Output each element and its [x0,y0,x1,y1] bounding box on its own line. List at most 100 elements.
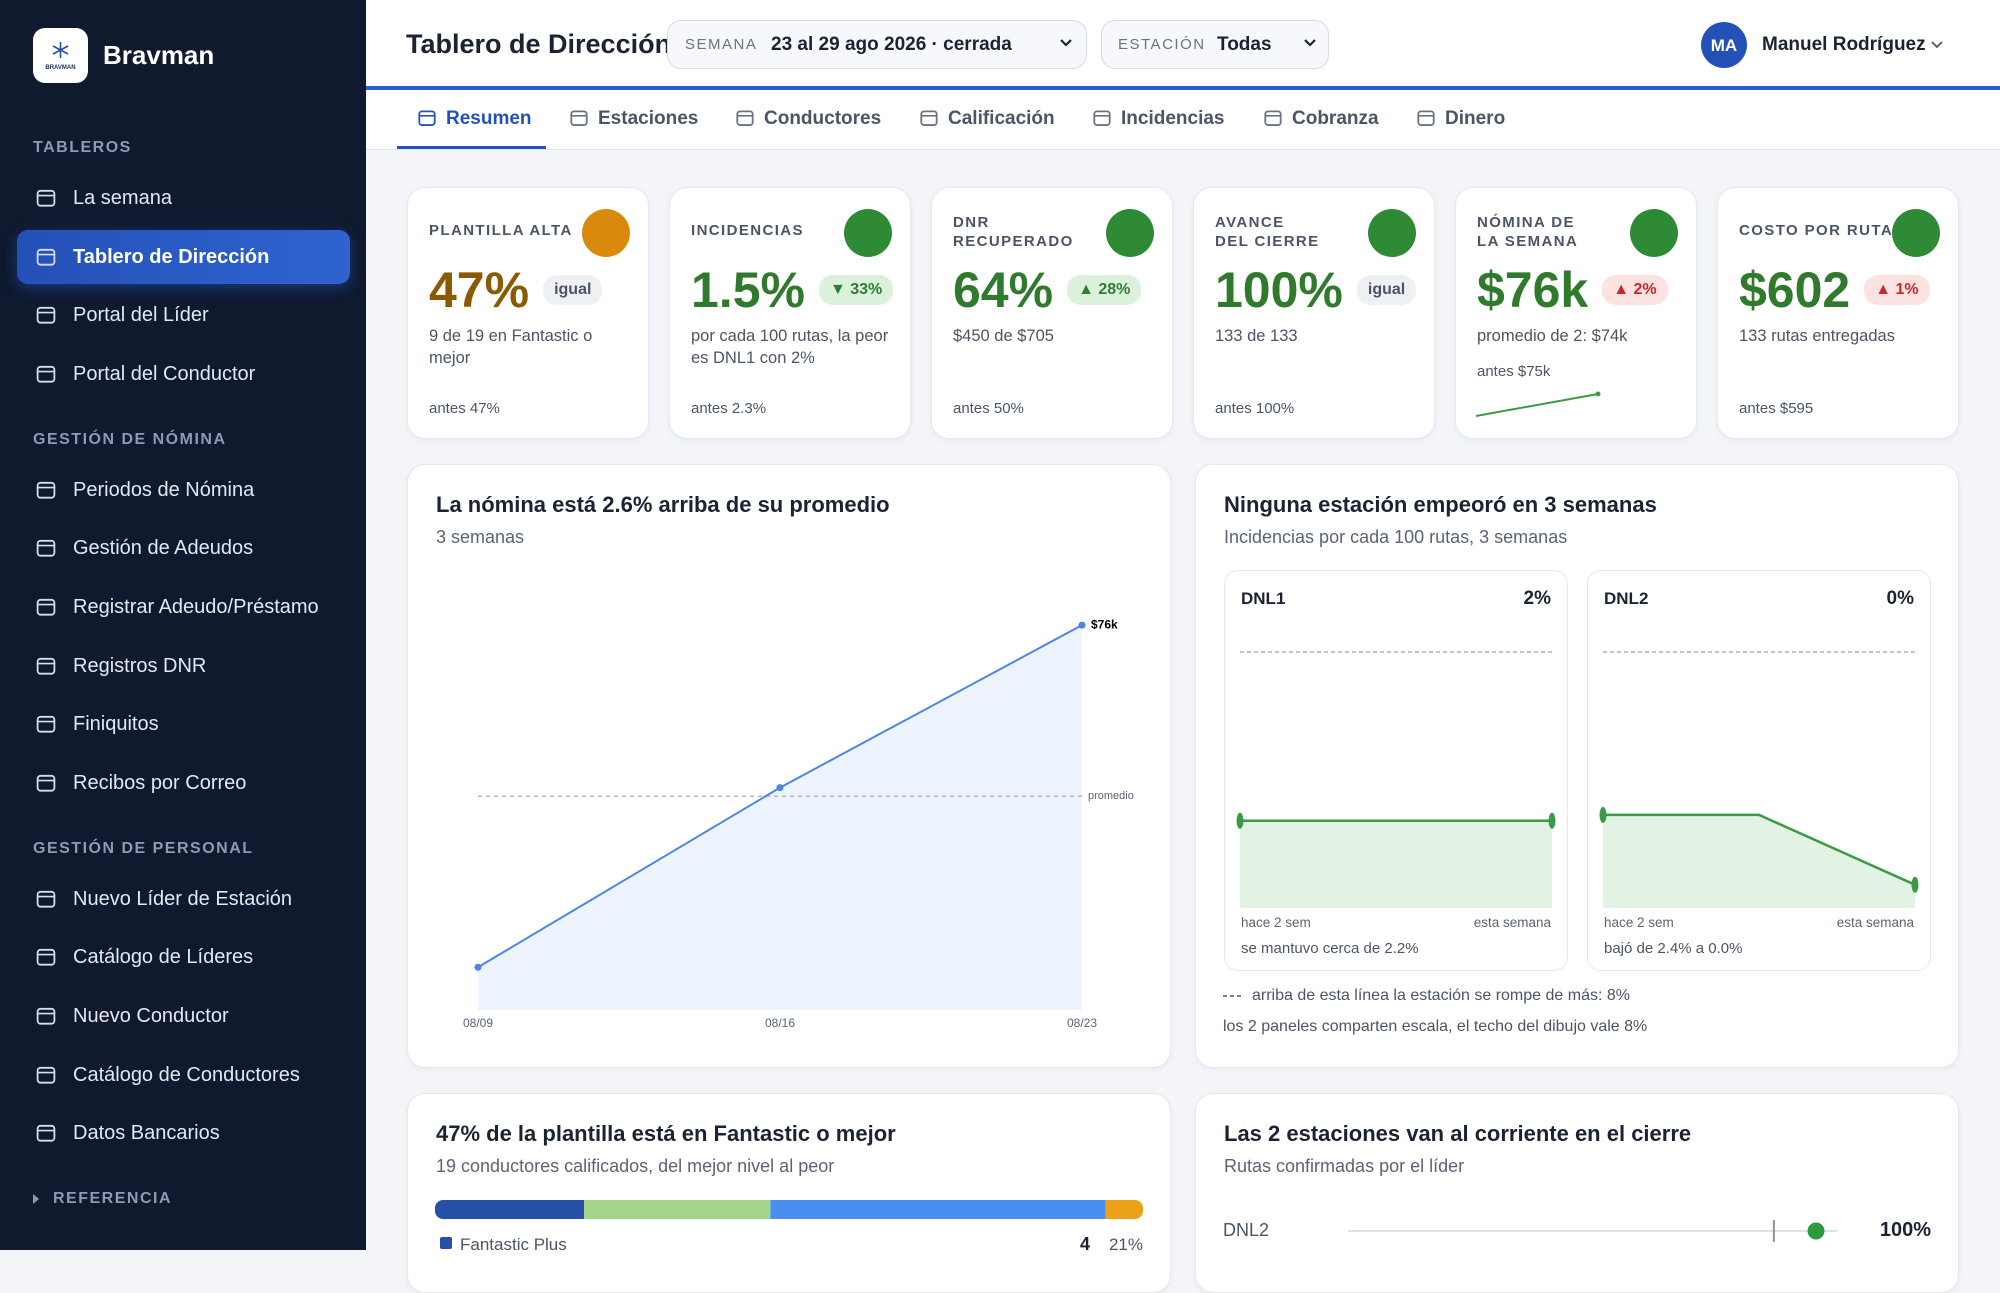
tab[interactable]: Calificación [948,108,1055,129]
icon [36,307,56,324]
nav-item[interactable]: Nuevo Conductor [73,1005,229,1027]
panel: DNL2 0% bajó de 2.4% a 0.0% hace 2 sem esta … [1587,570,1931,971]
nav-item[interactable]: Catálogo de Líderes [73,946,254,969]
icon-shape [36,774,56,792]
icon-shape [1417,110,1435,126]
chevron [1060,39,1072,47]
chevron [33,1194,39,1205]
icon [36,365,56,383]
tab[interactable]: Incidencias [1121,108,1225,129]
nav-item[interactable]: Gestión de Adeudos [73,537,254,560]
kpi-badge: ▼ 33% [818,275,894,305]
panel-name: DNL2 [1604,589,1649,608]
nav-item[interactable]: Catálogo de Conductores [73,1063,300,1086]
legend-share: 21% [1108,1235,1143,1254]
kpi-card: NÓMINA DE LA SEMANA $76k ▲ 2% promedio de 2:… [1455,187,1697,439]
chevron [33,1194,39,1205]
kpi-card: COSTO POR RUTA $602 ▲ 1% 133 rutas entregad… [1717,187,1959,439]
kpi-badge: ▲ 2% [1602,275,1668,305]
sidebar: BRAVMAN Bravman TABLEROS La semana Tablero… [0,0,366,1250]
kpi-detail: por cada 100 rutas, la peor es DNL1 con … [691,327,889,367]
panel-value: 0% [1886,588,1914,609]
kpi-value-row: $76k ▲ 2% [1477,264,1668,316]
kpi-label: LA SEMANA [1477,233,1579,250]
nav-item[interactable]: Portal del Conductor [73,362,256,385]
kpi-detail: 9 de 19 en Fantastic o mejor [429,327,593,367]
nav-item[interactable]: La semana [73,187,172,209]
tab[interactable]: Dinero [1445,108,1506,129]
header-icons [1060,22,1943,68]
kpi-detail: 133 rutas entregadas [1739,327,1895,345]
chart-title: Ninguna estación empeoró en 3 semanas [1224,492,1657,517]
kpi-label: COSTO POR RUTA [1739,222,1894,239]
tab[interactable]: Resumen [446,108,532,129]
icon [1417,110,1435,126]
chart-card: 47% de la plantilla está en Fantastic o … [407,1093,1171,1293]
station-select[interactable] [1101,20,1329,69]
nav-item[interactable]: Recibos por Correo [73,771,247,794]
week-select[interactable] [667,20,1087,69]
kpi-card: INCIDENCIAS 1.5% ▼ 33% por cada 100 rutas, … [669,187,911,439]
user-name[interactable]: Manuel Rodríguez [1762,34,1926,55]
icon-shape [1264,110,1282,126]
nav-item[interactable]: Registros DNR [73,654,207,677]
nav-item[interactable]: Finiquitos [73,713,159,736]
kpi-card: PLANTILLA ALTA 47% igual 9 de 19 en Fantast… [407,187,649,439]
tab-bar [366,90,2000,150]
panel-value: 2% [1523,588,1551,609]
station-value: Todas [1217,34,1272,55]
kpi-trend-label: antes $75k [1477,363,1551,380]
icon-shape [36,598,56,616]
legend-name: Fantastic Plus [460,1235,567,1254]
kpi-previous: antes $595 [1739,400,1814,417]
kpi-card: DNR RECUPERADO 64% ▲ 28% $450 de $705 antes 5… [931,187,1173,439]
nav-item[interactable]: Datos Bancarios [73,1122,220,1145]
kpi-value: 100% [1215,262,1343,318]
icon [736,110,754,126]
icon [36,949,56,966]
kpi-label: AVANCE [1215,214,1285,231]
chart-title: 47% de la plantilla está en Fantastic o … [436,1121,896,1146]
nav-item[interactable]: Registrar Adeudo/Préstamo [73,596,319,618]
tab[interactable]: Cobranza [1292,108,1379,129]
tab[interactable]: Conductores [764,108,882,129]
icon-shape [36,1125,56,1142]
nav-item[interactable]: Nuevo Líder de Estación [73,887,293,910]
icon-shape [36,1007,56,1025]
icon [36,481,56,499]
panel-note: bajó de 2.4% a 0.0% [1604,940,1743,957]
legend-count: 4 [1079,1234,1090,1254]
x-tick-label: hace 2 sem [1604,915,1674,930]
kpi-badge: ▲ 1% [1864,275,1930,305]
kpi-value: 1.5% [691,262,805,318]
section-title[interactable]: REFERENCIA [53,1190,173,1208]
kpi-icon [582,209,630,257]
kpi-value-row: 47% igual [429,264,603,316]
icon [36,189,56,207]
kpi-label: INCIDENCIAS [691,222,804,239]
panel: DNL1 2% se mantuvo cerca de 2.2% hace 2 sem… [1224,570,1568,971]
kpi-value-row: 64% ▲ 28% [953,264,1142,316]
chart-note: los 2 paneles comparten escala, el techo… [1223,1018,1648,1035]
avatar[interactable] [1701,22,1747,68]
tab[interactable]: Estaciones [598,108,699,129]
section-title: GESTIÓN DE PERSONAL [33,839,254,857]
icon [36,716,56,733]
kpi-previous: antes 2.3% [691,400,767,417]
nav-item[interactable]: Tablero de Dirección [73,245,270,268]
brand: Bravman [103,40,215,70]
kpi-value: $76k [1477,262,1589,318]
active-item[interactable] [17,229,350,284]
icon [36,1125,56,1142]
panel-note: se mantuvo cerca de 2.2% [1241,940,1419,957]
x-tick-label: hace 2 sem [1241,915,1311,930]
nav-item[interactable]: Portal del Líder [73,304,209,327]
kpi-detail: $450 de $705 [953,327,1054,345]
chart-subtitle: Incidencias por cada 100 rutas, 3 semana… [1224,527,1568,547]
chart-title: La nómina está 2.6% arriba de su promedi… [436,492,890,517]
logo-mark [52,42,69,58]
nav-item[interactable]: Periodos de Nómina [73,478,255,501]
icon [36,657,56,675]
icon-shape [418,110,436,126]
